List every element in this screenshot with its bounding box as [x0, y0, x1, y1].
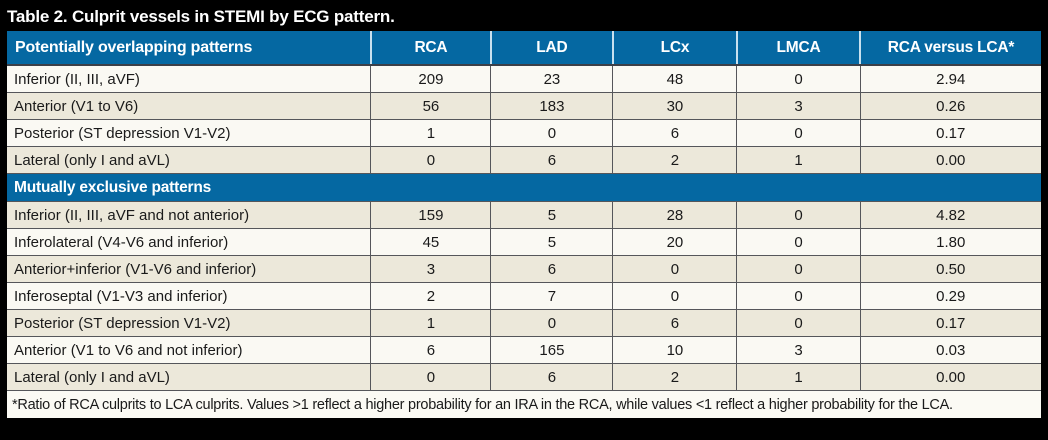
- cell-value: 3: [736, 92, 861, 120]
- column-header-row: Potentially overlapping patterns RCA LAD…: [7, 31, 1041, 66]
- cell-value: 0.00: [859, 363, 1041, 391]
- cell-value: 2: [612, 146, 738, 174]
- cell-value: 0.26: [859, 92, 1041, 120]
- cell-value: 159: [370, 201, 492, 229]
- row-label: Inferolateral (V4-V6 and inferior): [7, 228, 372, 256]
- cell-value: 0: [736, 282, 861, 310]
- table-row: Inferior (II, III, aVF and not anterior)…: [7, 201, 1041, 229]
- cell-value: 0: [490, 309, 614, 337]
- cell-value: 0: [612, 282, 738, 310]
- row-label: Lateral (only I and aVL): [7, 363, 372, 391]
- table-title: Table 2. Culprit vessels in STEMI by ECG…: [7, 7, 395, 26]
- cell-value: 6: [370, 336, 492, 364]
- cell-value: 0: [736, 64, 861, 93]
- cell-value: 23: [490, 64, 614, 93]
- cell-value: 0.17: [859, 309, 1041, 337]
- cell-value: 0: [736, 119, 861, 147]
- cell-value: 48: [612, 64, 738, 93]
- cell-value: 0: [370, 363, 492, 391]
- cell-value: 0.17: [859, 119, 1041, 147]
- cell-value: 1: [370, 309, 492, 337]
- row-label: Anterior (V1 to V6): [7, 92, 372, 120]
- cell-value: 6: [490, 255, 614, 283]
- cell-value: 20: [612, 228, 738, 256]
- cell-value: 0: [612, 255, 738, 283]
- section-header-row: Mutually exclusive patterns: [7, 173, 1041, 202]
- cell-value: 0: [490, 119, 614, 147]
- column-header-rca: RCA: [369, 31, 491, 66]
- table-row: Lateral (only I and aVL) 0 6 2 1 0.00: [7, 363, 1041, 391]
- column-header-lmca: LMCA: [735, 31, 861, 66]
- row-label: Lateral (only I and aVL): [7, 146, 372, 174]
- cell-value: 1: [736, 363, 861, 391]
- cell-value: 209: [370, 64, 492, 93]
- cell-value: 0.29: [859, 282, 1041, 310]
- table-body: Inferior (II, III, aVF) 209 23 48 0 2.94 Anter…: [7, 64, 1041, 391]
- section-header-label: Mutually exclusive patterns: [7, 173, 1041, 202]
- row-label: Inferior (II, III, aVF): [7, 64, 372, 93]
- cell-value: 1: [736, 146, 861, 174]
- cell-value: 6: [490, 363, 614, 391]
- cell-value: 0: [736, 309, 861, 337]
- cell-value: 30: [612, 92, 738, 120]
- cell-value: 165: [490, 336, 614, 364]
- cell-value: 5: [490, 201, 614, 229]
- cell-value: 10: [612, 336, 738, 364]
- table-row: Inferoseptal (V1-V3 and inferior) 2 7 0 0 0.2…: [7, 282, 1041, 310]
- row-label: Inferoseptal (V1-V3 and inferior): [7, 282, 372, 310]
- cell-value: 28: [612, 201, 738, 229]
- cell-value: 2: [612, 363, 738, 391]
- footnote-text: *Ratio of RCA culprits to LCA culprits. …: [7, 390, 1041, 418]
- row-label: Posterior (ST depression V1-V2): [7, 119, 372, 147]
- cell-value: 3: [736, 336, 861, 364]
- cell-value: 6: [490, 146, 614, 174]
- cell-value: 1.80: [859, 228, 1041, 256]
- table-header: Potentially overlapping patterns RCA LAD…: [7, 31, 1041, 66]
- cell-value: 6: [612, 119, 738, 147]
- cell-value: 0.00: [859, 146, 1041, 174]
- row-label: Anterior+inferior (V1-V6 and inferior): [7, 255, 372, 283]
- row-label: Anterior (V1 to V6 and not inferior): [7, 336, 372, 364]
- table-footer: *Ratio of RCA culprits to LCA culprits. …: [7, 390, 1041, 418]
- cell-value: 1: [370, 119, 492, 147]
- table-row: Lateral (only I and aVL) 0 6 2 1 0.00: [7, 146, 1041, 174]
- cell-value: 56: [370, 92, 492, 120]
- cell-value: 3: [370, 255, 492, 283]
- cell-value: 0.03: [859, 336, 1041, 364]
- cell-value: 5: [490, 228, 614, 256]
- row-label: Inferior (II, III, aVF and not anterior): [7, 201, 372, 229]
- table-row: Inferolateral (V4-V6 and inferior) 45 5 20 0…: [7, 228, 1041, 256]
- row-label: Posterior (ST depression V1-V2): [7, 309, 372, 337]
- cell-value: 0.50: [859, 255, 1041, 283]
- cell-value: 6: [612, 309, 738, 337]
- column-header-ratio: RCA versus LCA*: [859, 31, 1041, 66]
- table-row: Posterior (ST depression V1-V2) 1 0 6 0 0.17: [7, 119, 1041, 147]
- footnote-row: *Ratio of RCA culprits to LCA culprits. …: [7, 390, 1041, 418]
- table-row: Anterior (V1 to V6) 56 183 30 3 0.26: [7, 92, 1041, 120]
- cell-value: 183: [490, 92, 614, 120]
- cell-value: 0: [736, 228, 861, 256]
- column-header-lcx: LCx: [611, 31, 737, 66]
- cell-value: 2: [370, 282, 492, 310]
- table-row: Anterior+inferior (V1-V6 and inferior) 3 6…: [7, 255, 1041, 283]
- cell-value: 45: [370, 228, 492, 256]
- cell-value: 0: [736, 255, 861, 283]
- cell-value: 0: [736, 201, 861, 229]
- column-header-lad: LAD: [489, 31, 613, 66]
- column-header-patterns: Potentially overlapping patterns: [7, 31, 371, 66]
- table-row: Anterior (V1 to V6 and not inferior) 6 165…: [7, 336, 1041, 364]
- culprit-vessels-table: Potentially overlapping patterns RCA LAD…: [7, 31, 1041, 418]
- cell-value: 0: [370, 146, 492, 174]
- cell-value: 7: [490, 282, 614, 310]
- table-row: Posterior (ST depression V1-V2) 1 0 6 0 0.17: [7, 309, 1041, 337]
- cell-value: 4.82: [859, 201, 1041, 229]
- table-row: Inferior (II, III, aVF) 209 23 48 0 2.94: [7, 64, 1041, 93]
- cell-value: 2.94: [859, 64, 1041, 93]
